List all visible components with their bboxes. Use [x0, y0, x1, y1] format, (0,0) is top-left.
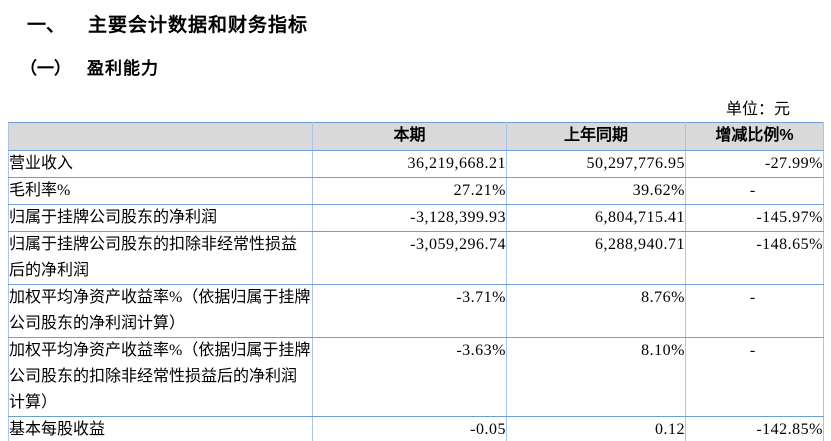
row-label: 加权平均净资产收益率%（依据归属于挂牌公司股东的净利润计算）	[8, 284, 313, 338]
change-ratio-value: -148.65%	[685, 231, 824, 285]
section-heading: 一、 主要会计数据和财务指标	[0, 0, 831, 37]
prior-period-value: 0.12	[506, 416, 686, 441]
prior-period-value: 8.76%	[506, 284, 686, 338]
header-change-ratio: 增减比例%	[685, 122, 824, 151]
table-row: 归属于挂牌公司股东的扣除非经常性损益后的净利润 -3,059,296.74 6,…	[8, 231, 824, 285]
prior-period-value: 6,288,940.71	[506, 231, 686, 285]
row-label: 基本每股收益	[8, 416, 313, 441]
current-period-value: -0.05	[312, 416, 507, 441]
section-title: 主要会计数据和财务指标	[88, 15, 309, 36]
subsection-title: 盈利能力	[87, 59, 159, 78]
row-label: 归属于挂牌公司股东的扣除非经常性损益后的净利润	[8, 231, 313, 285]
change-ratio-value: -27.99%	[685, 150, 824, 178]
table-row: 营业收入 36,219,668.21 50,297,776.95 -27.99%	[8, 150, 824, 178]
current-period-value: -3.71%	[312, 284, 507, 338]
change-ratio-value: -145.97%	[685, 204, 824, 232]
table-row: 归属于挂牌公司股东的净利润 -3,128,399.93 6,804,715.41…	[8, 204, 824, 232]
prior-period-value: 50,297,776.95	[506, 150, 686, 178]
unit-label: 单位：元	[725, 101, 790, 118]
table-row: 加权平均净资产收益率%（依据归属于挂牌公司股东的净利润计算） -3.71% 8.…	[8, 284, 824, 338]
table-header-row: 本期 上年同期 增减比例%	[8, 122, 824, 151]
financial-indicators-table: 本期 上年同期 增减比例% 营业收入 36,219,668.21 50,297,…	[8, 122, 824, 441]
change-ratio-value: -142.85%	[685, 416, 824, 441]
current-period-value: -3,128,399.93	[312, 204, 507, 232]
subsection-number: （一）	[20, 59, 71, 78]
header-prior-period: 上年同期	[506, 122, 686, 151]
current-period-value: 27.21%	[312, 177, 507, 205]
prior-period-value: 39.62%	[506, 177, 686, 205]
change-ratio-value: -	[685, 337, 824, 417]
row-label: 营业收入	[8, 150, 313, 178]
header-current-period: 本期	[312, 122, 507, 151]
subsection-heading: （一） 盈利能力	[0, 37, 831, 79]
prior-period-value: 8.10%	[506, 337, 686, 417]
header-item-blank	[8, 122, 313, 151]
table-row: 加权平均净资产收益率%（依据归属于挂牌公司股东的扣除非经常性损益后的净利润计算）…	[8, 337, 824, 417]
change-ratio-value: -	[685, 177, 824, 205]
row-label: 毛利率%	[8, 177, 313, 205]
row-label: 加权平均净资产收益率%（依据归属于挂牌公司股东的扣除非经常性损益后的净利润计算）	[8, 337, 313, 417]
current-period-value: -3,059,296.74	[312, 231, 507, 285]
current-period-value: -3.63%	[312, 337, 507, 417]
current-period-value: 36,219,668.21	[312, 150, 507, 178]
table-row: 基本每股收益 -0.05 0.12 -142.85%	[8, 416, 824, 441]
section-number: 一、	[27, 15, 66, 36]
prior-period-value: 6,804,715.41	[506, 204, 686, 232]
change-ratio-value: -	[685, 284, 824, 338]
table-row: 毛利率% 27.21% 39.62% -	[8, 177, 824, 205]
row-label: 归属于挂牌公司股东的净利润	[8, 204, 313, 232]
